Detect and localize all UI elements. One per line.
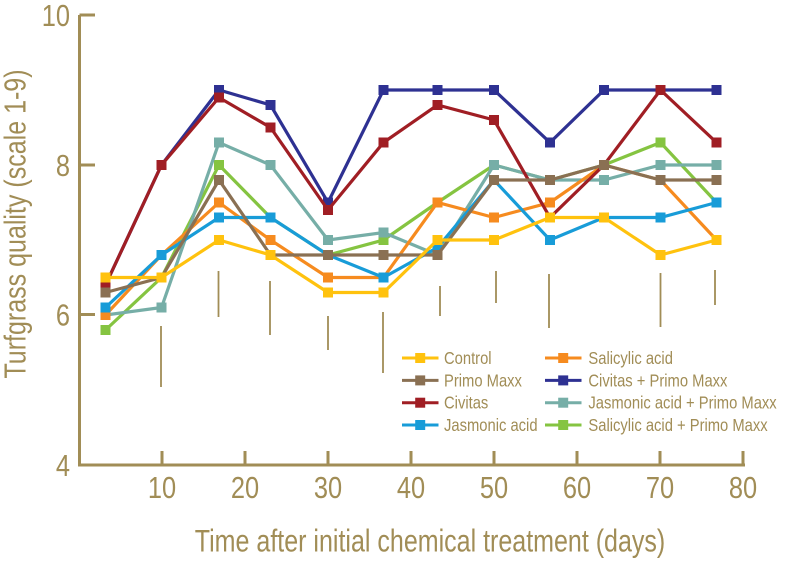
svg-text:10: 10 — [148, 471, 176, 506]
svg-text:Salicylic acid + Primo Maxx: Salicylic acid + Primo Maxx — [588, 416, 767, 436]
svg-text:40: 40 — [397, 471, 425, 506]
svg-text:Turfgrass quality (scale 1-9): Turfgrass quality (scale 1-9) — [0, 69, 32, 378]
svg-text:10: 10 — [42, 0, 70, 34]
svg-text:4: 4 — [56, 449, 70, 484]
svg-text:30: 30 — [314, 471, 342, 506]
svg-text:Time after initial chemical tr: Time after initial chemical treatment (d… — [195, 524, 665, 560]
svg-text:Jasmonic acid: Jasmonic acid — [444, 416, 538, 436]
svg-text:50: 50 — [480, 471, 508, 506]
svg-text:Jasmonic acid + Primo Maxx: Jasmonic acid + Primo Maxx — [588, 393, 776, 413]
svg-text:8: 8 — [56, 149, 70, 184]
svg-text:Primo Maxx: Primo Maxx — [444, 371, 522, 391]
svg-text:Salicylic acid: Salicylic acid — [588, 349, 673, 369]
svg-text:20: 20 — [231, 471, 259, 506]
svg-text:70: 70 — [646, 471, 674, 506]
svg-text:Control: Control — [444, 349, 492, 369]
svg-text:6: 6 — [56, 298, 70, 333]
svg-text:60: 60 — [563, 471, 591, 506]
svg-text:Civitas + Primo Maxx: Civitas + Primo Maxx — [588, 371, 727, 391]
svg-text:80: 80 — [729, 471, 757, 506]
svg-text:Civitas: Civitas — [444, 393, 488, 413]
